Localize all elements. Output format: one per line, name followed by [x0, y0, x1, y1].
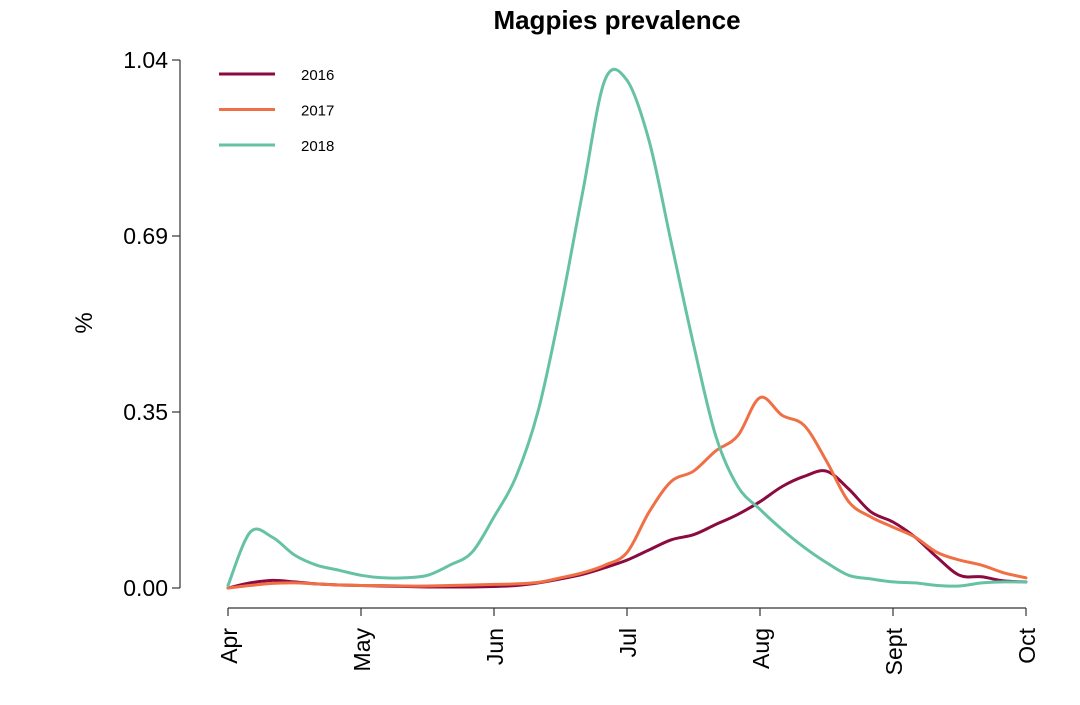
- x-tick-label: Apr: [216, 628, 242, 664]
- legend-label-2017: 2017: [301, 103, 334, 120]
- x-tick-label: Oct: [1014, 627, 1040, 663]
- x-tick-label: Aug: [748, 628, 774, 669]
- y-axis-label: %: [71, 312, 98, 333]
- axes: 0.00 0.35 0.69 1.04 Apr May Jun Jul Aug Sept Oct: [123, 47, 1040, 675]
- chart-title: Magpies prevalence: [493, 5, 740, 35]
- legend-label-2016: 2016: [301, 67, 334, 84]
- x-tick-label: Jun: [482, 628, 508, 665]
- y-tick-label: 0.35: [123, 399, 168, 425]
- x-tick-label: May: [349, 628, 375, 672]
- legend-label-2018: 2018: [301, 138, 334, 155]
- y-tick-label: 0.00: [123, 575, 168, 601]
- series-line-2018: [226, 67, 1028, 588]
- series-line-2016: [226, 469, 1028, 590]
- x-tick-label: Sept: [881, 627, 907, 675]
- series-line-2017: [226, 395, 1028, 590]
- series-group: [226, 67, 1028, 590]
- y-tick-label: 1.04: [123, 47, 168, 73]
- x-tick-label: Jul: [615, 628, 641, 657]
- legend: 2016 2017 2018: [219, 67, 334, 155]
- y-tick-label: 0.69: [123, 223, 168, 249]
